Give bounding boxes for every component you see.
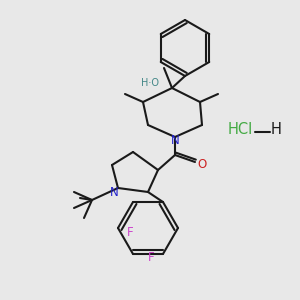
Text: H·O: H·O — [141, 78, 159, 88]
Text: O: O — [197, 158, 207, 170]
Text: H: H — [271, 122, 281, 137]
Text: F: F — [127, 226, 133, 238]
Text: N: N — [110, 185, 118, 199]
Text: N: N — [171, 134, 179, 146]
Text: HCl: HCl — [227, 122, 253, 137]
Text: F: F — [148, 251, 154, 265]
